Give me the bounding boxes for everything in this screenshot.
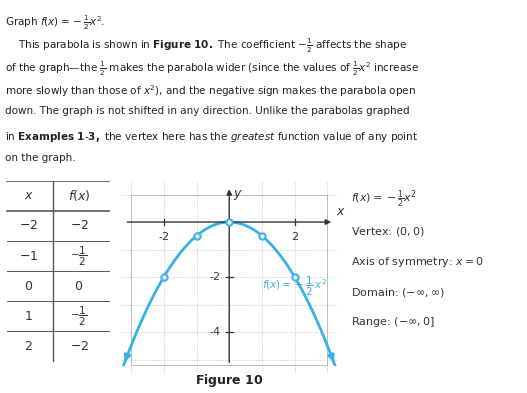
Text: $f(x)$: $f(x)$ <box>68 188 90 203</box>
Text: $-2$: $-2$ <box>19 219 38 233</box>
Text: 2: 2 <box>291 231 298 242</box>
Text: -4: -4 <box>210 327 221 337</box>
Text: $x$: $x$ <box>336 205 346 218</box>
Text: $0$: $0$ <box>74 280 84 293</box>
Text: Range: $(-\infty, 0]$: Range: $(-\infty, 0]$ <box>352 315 435 329</box>
Text: $-1$: $-1$ <box>19 250 38 263</box>
Text: down. The graph is not shifted in any direction. Unlike the parabolas graphed: down. The graph is not shifted in any di… <box>5 107 410 116</box>
Text: $y$: $y$ <box>232 187 242 202</box>
Text: more slowly than those of $x^2$), and the negative sign makes the parabola open: more slowly than those of $x^2$), and th… <box>5 83 416 99</box>
Text: $-2$: $-2$ <box>70 219 89 233</box>
Text: in $\mathbf{Examples\ 1\text{-}3,}$ the vertex here has the $\mathit{greatest}$ : in $\mathbf{Examples\ 1\text{-}3,}$ the … <box>5 130 418 144</box>
Text: $2$: $2$ <box>24 340 33 353</box>
Text: $\mathbf{Figure\ 10}$: $\mathbf{Figure\ 10}$ <box>195 372 264 389</box>
Text: Vertex: $(0, 0)$: Vertex: $(0, 0)$ <box>352 225 425 238</box>
Text: $x$: $x$ <box>24 189 33 202</box>
Text: Axis of symmetry: $x = 0$: Axis of symmetry: $x = 0$ <box>352 255 484 269</box>
Text: on the graph.: on the graph. <box>5 153 76 163</box>
Text: Domain: $(-\infty, \infty)$: Domain: $(-\infty, \infty)$ <box>352 286 445 299</box>
Text: Graph $f(x) = -\frac{1}{2}x^2$.: Graph $f(x) = -\frac{1}{2}x^2$. <box>5 13 105 31</box>
Text: $0$: $0$ <box>24 280 33 293</box>
Text: $1$: $1$ <box>24 310 33 323</box>
Text: -2: -2 <box>158 231 169 242</box>
Text: of the graph—the $\frac{1}{2}$ makes the parabola wider (since the values of $\f: of the graph—the $\frac{1}{2}$ makes the… <box>5 60 419 78</box>
Text: $f(x) = -\dfrac{1}{2}\,x^2$: $f(x) = -\dfrac{1}{2}\,x^2$ <box>262 275 327 298</box>
Text: $f(x) = -\frac{1}{2}x^2$: $f(x) = -\frac{1}{2}x^2$ <box>352 188 417 209</box>
Text: This parabola is shown in $\mathbf{Figure\ 10.}$ The coefficient $-\frac{1}{2}$ : This parabola is shown in $\mathbf{Figur… <box>5 37 407 55</box>
Text: $-2$: $-2$ <box>70 340 89 353</box>
Text: -2: -2 <box>210 272 221 282</box>
Text: $-\dfrac{1}{2}$: $-\dfrac{1}{2}$ <box>71 244 87 268</box>
Text: $-\dfrac{1}{2}$: $-\dfrac{1}{2}$ <box>71 305 87 328</box>
